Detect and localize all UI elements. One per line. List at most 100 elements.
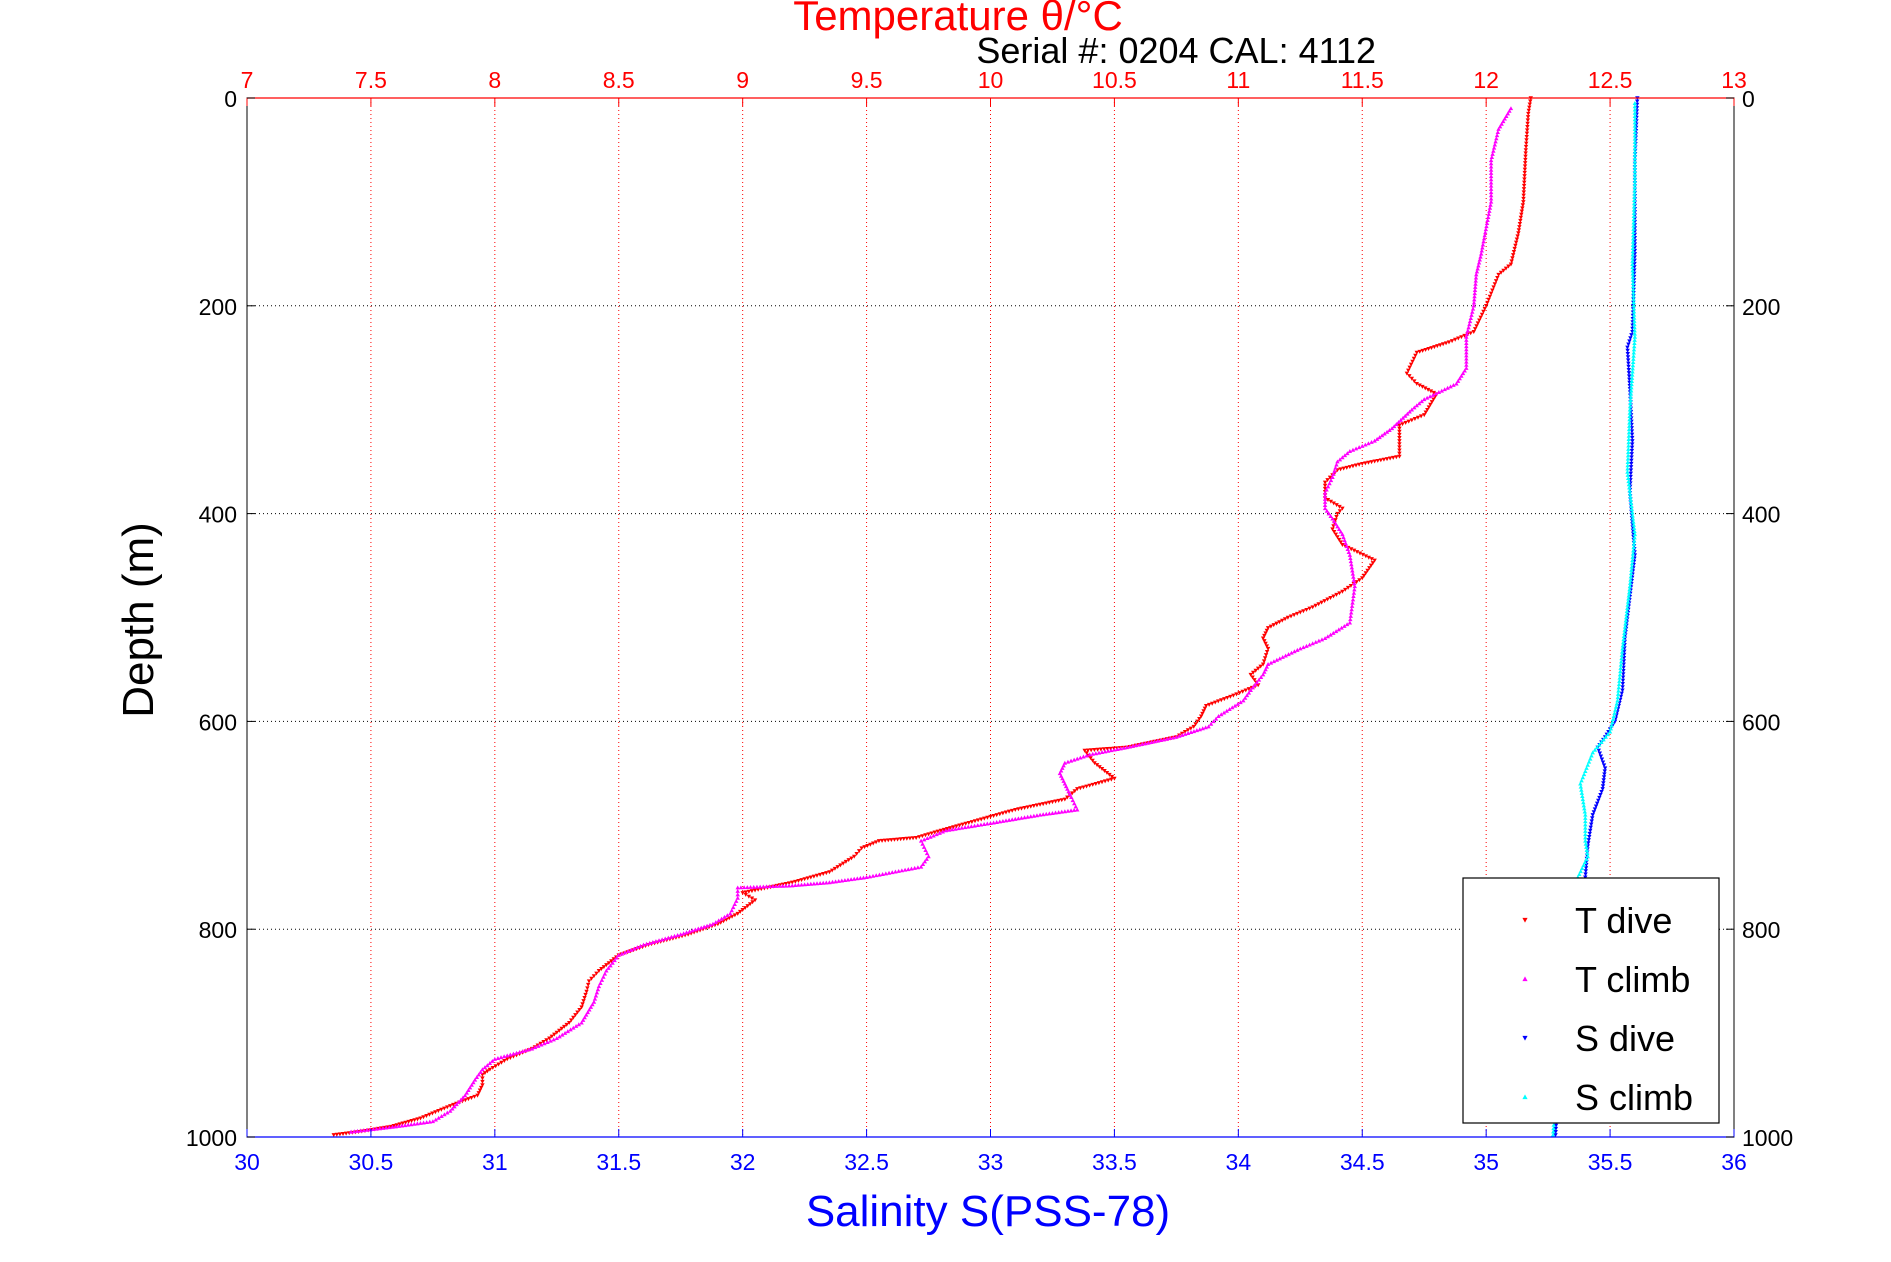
data-point-interp — [1491, 285, 1496, 290]
data-point-interp — [1522, 170, 1527, 175]
data-point-interp — [1629, 432, 1635, 437]
data-point-interp — [1016, 816, 1021, 821]
data-point-interp — [1520, 206, 1525, 211]
data-point-interp — [1474, 324, 1479, 329]
data-point-interp — [879, 838, 885, 843]
data-point — [752, 898, 758, 903]
data-point-interp — [1280, 654, 1285, 659]
data-point-interp — [1268, 624, 1274, 629]
data-point-interp — [1630, 510, 1635, 515]
data-point-interp — [1104, 770, 1110, 775]
data-point-interp — [1628, 465, 1634, 470]
data-point-interp — [587, 1007, 592, 1012]
data-point-interp — [1090, 758, 1095, 763]
data-point-interp — [1387, 427, 1392, 432]
data-point-interp — [902, 867, 908, 872]
data-point-interp — [1629, 564, 1634, 569]
data-point-interp — [808, 881, 814, 886]
data-point-interp — [526, 1047, 532, 1052]
data-point-interp — [1109, 748, 1114, 753]
data-point-interp — [1632, 113, 1638, 118]
data-point-interp — [1490, 288, 1495, 293]
data-point-interp — [1630, 252, 1635, 257]
data-point-interp — [1617, 678, 1622, 683]
data-point-interp — [1613, 704, 1619, 709]
data-point-interp — [892, 837, 897, 842]
data-point-interp — [994, 819, 999, 824]
data-point-interp — [458, 1097, 464, 1102]
data-point-interp — [1631, 299, 1636, 304]
data-point-interp — [1626, 479, 1631, 484]
data-point — [1174, 734, 1179, 739]
salinity-tick-label: 35 — [1473, 1149, 1499, 1175]
data-point-interp — [1464, 344, 1469, 349]
data-point-interp — [1360, 443, 1365, 448]
data-point — [547, 1036, 552, 1041]
data-point-interp — [1498, 270, 1504, 275]
data-point-interp — [1099, 750, 1105, 754]
data-point-interp — [1130, 743, 1136, 748]
data-point-interp — [1632, 169, 1638, 174]
data-point-interp — [1394, 422, 1399, 427]
data-point-interp — [1101, 747, 1107, 752]
data-point-interp — [1040, 812, 1046, 817]
data-point-interp — [1219, 712, 1224, 717]
data-point-interp — [1516, 228, 1522, 233]
data-point-interp — [832, 866, 838, 871]
data-point-interp — [487, 1061, 493, 1065]
data-point-interp — [576, 1022, 582, 1027]
data-point-interp — [445, 1105, 450, 1110]
data-point-interp — [889, 838, 894, 843]
data-point — [475, 1093, 480, 1098]
data-point-interp — [1351, 577, 1357, 582]
data-point-interp — [811, 881, 817, 886]
data-point-interp — [1619, 652, 1625, 657]
data-point — [1372, 558, 1377, 563]
data-point-interp — [1469, 312, 1474, 317]
data-point-interp — [1525, 115, 1531, 120]
data-point — [1335, 511, 1340, 516]
data-point-interp — [1632, 185, 1637, 190]
temperature-tick-label: 8 — [488, 67, 501, 93]
data-point-interp — [611, 957, 616, 962]
data-point-interp — [635, 945, 640, 950]
data-point-interp — [511, 1054, 516, 1059]
data-point-interp — [1520, 203, 1526, 208]
data-point-interp — [415, 1121, 420, 1126]
data-point-interp — [1617, 675, 1622, 680]
salinity-tick-label: 31.5 — [596, 1149, 641, 1175]
data-point-interp — [1479, 312, 1485, 317]
data-point-interp — [1034, 813, 1040, 818]
data-point-interp — [1242, 695, 1248, 700]
data-point-interp — [1625, 476, 1631, 481]
data-point-interp — [1632, 265, 1637, 270]
data-point-interp — [1631, 293, 1636, 298]
data-point-interp — [1298, 610, 1303, 615]
data-point-interp — [1137, 742, 1142, 747]
data-point-interp — [1628, 471, 1634, 476]
data-point-interp — [1504, 113, 1509, 118]
data-point-interp — [371, 1127, 376, 1131]
data-point-interp — [1632, 165, 1638, 170]
data-point-interp — [452, 1104, 457, 1109]
data-point-interp — [1627, 417, 1632, 422]
data-point-interp — [1464, 347, 1469, 352]
data-point-interp — [1635, 99, 1640, 104]
data-point-interp — [1424, 395, 1430, 400]
data-point-interp — [1277, 656, 1282, 661]
data-point-interp — [1631, 296, 1636, 301]
data-point-interp — [1068, 758, 1074, 763]
data-point-interp — [805, 882, 810, 887]
data-point-interp — [1477, 257, 1482, 262]
temperature-tick-label: 12 — [1473, 67, 1499, 93]
data-point-interp — [1360, 552, 1366, 557]
data-point-interp — [1464, 359, 1469, 364]
data-point-interp — [1519, 209, 1525, 214]
data-point — [1464, 334, 1469, 339]
data-point-interp — [564, 1022, 569, 1027]
data-point-interp — [1211, 719, 1216, 724]
data-point-interp — [1256, 677, 1262, 682]
data-point — [1198, 714, 1204, 719]
data-point-interp — [1524, 131, 1530, 136]
data-point-interp — [1579, 866, 1585, 871]
